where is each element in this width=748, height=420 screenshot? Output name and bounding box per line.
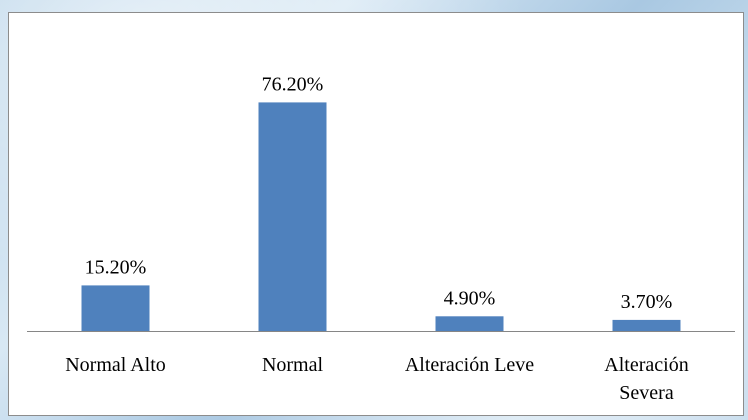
bar-4 [612, 319, 681, 331]
category-label-line: Alteración Leve [405, 354, 534, 376]
data-label-3: 4.90% [444, 287, 496, 309]
category-label-2: Normal [262, 354, 324, 376]
data-labels-layer: 15.20% 76.20% 4.90% 3.70% [85, 73, 673, 313]
data-label-2: 76.20% [262, 73, 324, 95]
data-label-4: 3.70% [621, 291, 673, 313]
category-label-line: Normal [262, 354, 324, 376]
category-label-line: Normal Alto [65, 354, 166, 376]
bars-layer [81, 102, 681, 332]
bar-1 [81, 285, 150, 331]
category-label-1: Normal Alto [65, 354, 166, 376]
data-label-1: 15.20% [85, 256, 147, 278]
bar-3 [435, 316, 504, 331]
bar-chart: 15.20%76.20%4.90% 3.70% Normal Alto Normal… [27, 73, 735, 404]
category-labels-layer: Normal Alto Normal Alteración Leve Alteraci… [65, 354, 688, 404]
bar-2 [258, 102, 327, 332]
category-label-3: Alteración Leve [405, 354, 534, 376]
category-label-4: Alteración Severa [604, 354, 688, 404]
category-label-line: Severa [619, 382, 674, 404]
category-label-line: Alteración [604, 354, 688, 376]
chart-card: 15.20% 76.20% 4.90% 3.70% Normal Alto Normal… [8, 12, 744, 416]
